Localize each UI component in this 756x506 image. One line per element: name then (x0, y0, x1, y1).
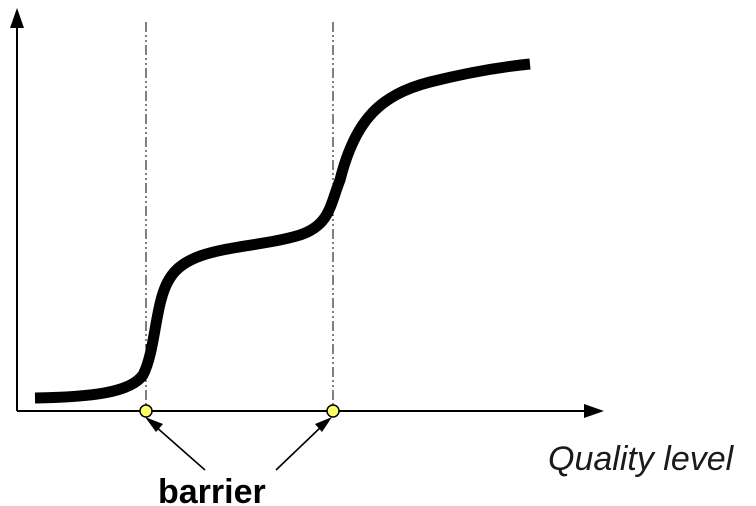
y-axis-arrowhead (10, 8, 24, 28)
barrier-marker-2 (326, 404, 340, 418)
barrier-pointer-line-2 (275, 425, 323, 471)
barrier-marker-1 (139, 404, 153, 418)
barrier-pointer-line-1 (154, 425, 206, 471)
barrier-label: barrier (158, 473, 266, 506)
step-curve (34, 58, 531, 404)
x-axis-arrowhead (584, 404, 604, 418)
x-axis-label: Quality level (548, 440, 735, 478)
barrier-pointer-arrowhead-1 (145, 417, 163, 432)
barrier-pointer-arrowhead-2 (315, 417, 332, 432)
